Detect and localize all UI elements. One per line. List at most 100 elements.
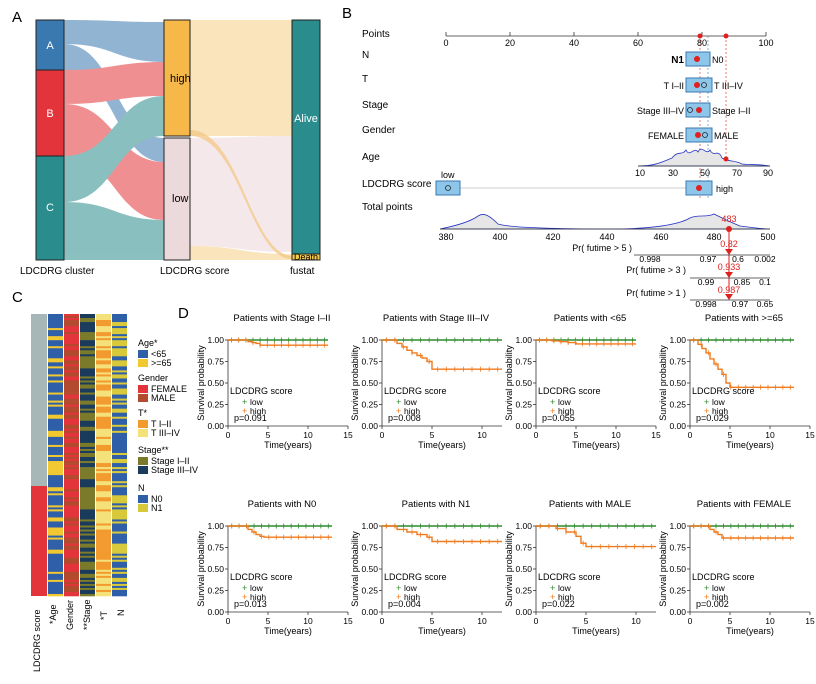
heatmap-cell: [80, 593, 95, 597]
heatmap-cell: [112, 340, 127, 343]
heatmap-cell: [64, 414, 79, 418]
heatmap-cell: [112, 559, 127, 563]
heatmap-cell: [80, 563, 95, 567]
heatmap-cell: [64, 559, 79, 563]
heatmap-cell: [96, 436, 111, 440]
heatmap-cell: [112, 422, 127, 426]
heatmap-cell: [96, 531, 111, 534]
heatmap-cell: [96, 569, 111, 573]
heatmap-cell: [112, 400, 127, 403]
km-y-tick-label: 0.25: [207, 586, 224, 596]
heatmap-cell: [64, 469, 79, 472]
heatmap-cell: [80, 316, 95, 319]
heatmap-cell: [64, 579, 79, 583]
score-low-circle: [445, 185, 451, 191]
legend-swatch: [138, 457, 148, 465]
heatmap-cell: [80, 577, 95, 581]
km-plot: Patients with FEMALE Survival probability…: [658, 499, 815, 636]
heatmap-cell: [48, 557, 63, 561]
heatmap-cell: [48, 495, 63, 498]
prob-arrow: [725, 294, 733, 300]
prob-arrow: [725, 272, 733, 278]
heatmap-cell: [112, 406, 127, 409]
heatmap-cell: [80, 591, 95, 595]
legend-swatch: [138, 420, 148, 428]
km-x-tick-label: 0: [534, 430, 539, 440]
heatmap-cell: [96, 450, 111, 454]
heatmap-cell: [96, 386, 111, 389]
heatmap-cell: [112, 348, 127, 351]
nomo-row-points: Points: [362, 29, 390, 40]
heatmap-cell: [112, 493, 127, 496]
heatmap-cell: [112, 372, 127, 375]
heatmap-cell: [48, 378, 63, 381]
points-tick: 60: [633, 38, 643, 48]
heatmap-cell: [80, 503, 95, 506]
heatmap-cell: [48, 547, 63, 550]
heatmap-cell: [80, 366, 95, 369]
heatmap-cell: [80, 314, 95, 317]
heatmap-col-label: *T: [99, 610, 109, 620]
heatmap-cell: [112, 322, 127, 325]
km-x-tick-label: 15: [805, 430, 815, 440]
heatmap-cell: [80, 372, 95, 375]
heatmap-cell: [64, 495, 79, 498]
heatmap-cell: [80, 420, 95, 424]
heatmap-cell: [80, 402, 95, 405]
heatmap-cell: [112, 477, 127, 480]
heatmap-cell: [96, 519, 111, 522]
axis-label-score: LDCDRG score: [160, 266, 230, 277]
stage-label-high: Stage III–IV: [637, 106, 684, 116]
heatmap-cell: [48, 573, 63, 577]
heatmap-cell: [112, 344, 127, 347]
total-ticks: 380 400 420 440 460 480 500: [438, 232, 775, 242]
heatmap-cell: [64, 356, 79, 359]
km-legend-low: low: [712, 583, 726, 593]
legend-swatch: [138, 394, 148, 402]
heatmap-cell: [96, 366, 111, 369]
heatmap-cell: [80, 362, 95, 365]
heatmap-cell: [48, 322, 63, 325]
km-pvalue: p=0.022: [542, 599, 575, 609]
km-ylabel: Survival probability: [350, 531, 360, 607]
heatmap-cell: [96, 402, 111, 405]
heatmap-cell: [48, 477, 63, 480]
heatmap-cell: [64, 505, 79, 508]
heatmap-cell: [112, 396, 127, 399]
heatmap-cell: [112, 555, 127, 559]
heatmap-cell: [80, 450, 95, 454]
heatmap-cell: [80, 384, 95, 387]
heatmap-cell: [48, 593, 63, 597]
node-alive: [291, 19, 321, 255]
heatmap-cell: [96, 585, 111, 589]
heatmap-cell: [48, 525, 63, 528]
heatmap-cell: [48, 529, 63, 532]
km-y-tick-label: 1.00: [669, 521, 686, 531]
heatmap-cell: [112, 358, 127, 361]
legend-title: Gender: [138, 373, 168, 383]
km-title: Patients with N0: [248, 499, 317, 510]
heatmap-cell: [112, 473, 127, 476]
heatmap-cell: [64, 320, 79, 323]
heatmap-cell: [96, 535, 111, 538]
heatmap-cell: [112, 545, 127, 548]
heatmap-cell: [64, 358, 79, 361]
km-x-tick-label: 0: [226, 430, 231, 440]
heatmap-cell: [80, 354, 95, 357]
heatmap-cell: [80, 471, 95, 474]
km-x-tick-label: 15: [805, 616, 815, 626]
heatmap-cell: [48, 404, 63, 407]
heatmap-cell: [64, 519, 79, 522]
heatmap-cell: [80, 589, 95, 593]
heatmap-cell: [96, 380, 111, 383]
km-x-tick-label: 10: [303, 430, 313, 440]
heatmap-cell: [64, 471, 79, 474]
heatmap-cell: [112, 471, 127, 474]
heatmap-cell: [64, 531, 79, 534]
t-circle: [701, 82, 707, 88]
heatmap-cell: [64, 436, 79, 440]
heatmap-cell: [64, 563, 79, 567]
heatmap-cell: [64, 360, 79, 363]
heatmap-cell: [80, 469, 95, 472]
heatmap-cell: [64, 438, 79, 442]
